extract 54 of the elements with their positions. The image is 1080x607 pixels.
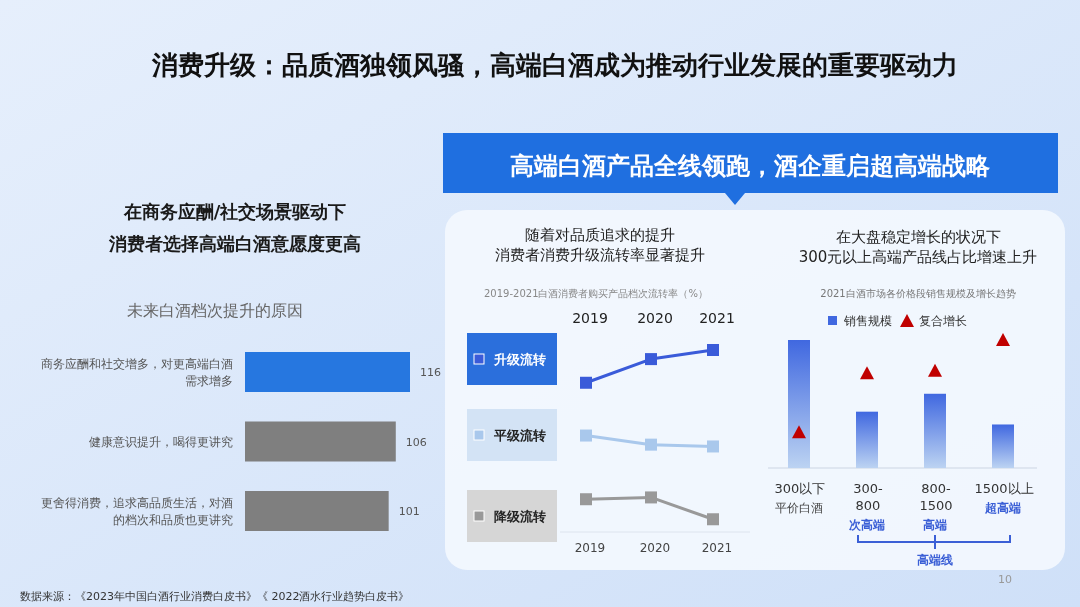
- x-tick-label: 300-800: [853, 481, 884, 513]
- text: 在商务应酬/社交场景驱动下: [122, 201, 347, 222]
- y-tick-label: 更舍得消费，追求高品质生活，对酒的档次和品质也更讲究: [41, 496, 233, 527]
- data-label: 106: [405, 435, 427, 449]
- bar: [856, 411, 878, 468]
- bar: [788, 340, 810, 468]
- x-tick-label: 2021: [699, 310, 735, 326]
- chart-title: 在大盘稳定增长的状况下300元以上高端产品线占比增速上升: [798, 228, 1038, 266]
- point: [996, 333, 1010, 346]
- point: [580, 493, 592, 506]
- y-tick-label: 健康意识提升，喝得更讲究: [89, 434, 233, 449]
- point: [792, 425, 806, 439]
- point: [580, 429, 592, 442]
- bar: [992, 424, 1014, 468]
- source-note: 数据来源：《2023年中国白酒行业消费白皮书》《 2022酒水行业趋势白皮书》: [20, 590, 410, 603]
- category-label: 2020: [639, 541, 671, 555]
- text: 高端白酒产品全线领跑，酒企重启超高端战略: [510, 152, 991, 180]
- point: [645, 438, 657, 451]
- text: 平价白酒: [775, 501, 823, 515]
- point: [707, 513, 719, 526]
- legend-label: 降级流转: [494, 509, 546, 524]
- x-tick-label: 2020: [637, 310, 673, 326]
- bar: [924, 393, 946, 468]
- chart-title: 未来白酒档次提升的原因: [127, 301, 303, 320]
- text: 超高端: [984, 501, 1021, 515]
- x-tick-label: 2019: [572, 310, 608, 326]
- data-label: 116: [420, 366, 441, 379]
- text: 消费升级：品质酒独领风骚，高端白酒成为推动行业发展的重要驱动力: [151, 50, 958, 80]
- text: 次高端: [849, 518, 885, 532]
- chart-subtitle: 2019-2021白酒消费者购买产品档次流转率（%）: [483, 288, 709, 299]
- legend-label: 平级流转: [493, 428, 546, 443]
- legend-label: 升级流转: [493, 352, 546, 367]
- y-tick-label: 商务应酬和社交增多，对更高端白酒需求增多: [41, 357, 233, 388]
- x-tick-label: 800-1500: [919, 481, 953, 513]
- legend-label: 销售规模: [843, 314, 892, 328]
- text: 高端线: [917, 553, 953, 567]
- text: 消费者选择高端白酒意愿度更高: [108, 233, 361, 254]
- text: 高端: [923, 518, 947, 532]
- category-label: 2021: [701, 541, 733, 555]
- point: [707, 440, 719, 453]
- legend-label: 复合增长: [919, 314, 967, 328]
- point: [580, 376, 592, 389]
- data-label: 101: [398, 505, 420, 518]
- point: [707, 344, 719, 356]
- category-label: 2019: [574, 541, 606, 555]
- point: [928, 363, 942, 377]
- point: [645, 353, 657, 366]
- x-tick-label: 300以下: [774, 481, 826, 496]
- chart-title: 随着对品质追求的提升消费者消费升级流转率显著提升: [495, 226, 705, 264]
- chart-subtitle: 2021白酒市场各价格段销售规模及增长趋势: [820, 288, 1016, 299]
- point: [860, 366, 874, 380]
- point: [645, 491, 657, 504]
- x-tick-label: 1500以上: [974, 481, 1034, 496]
- text: 10: [998, 573, 1012, 586]
